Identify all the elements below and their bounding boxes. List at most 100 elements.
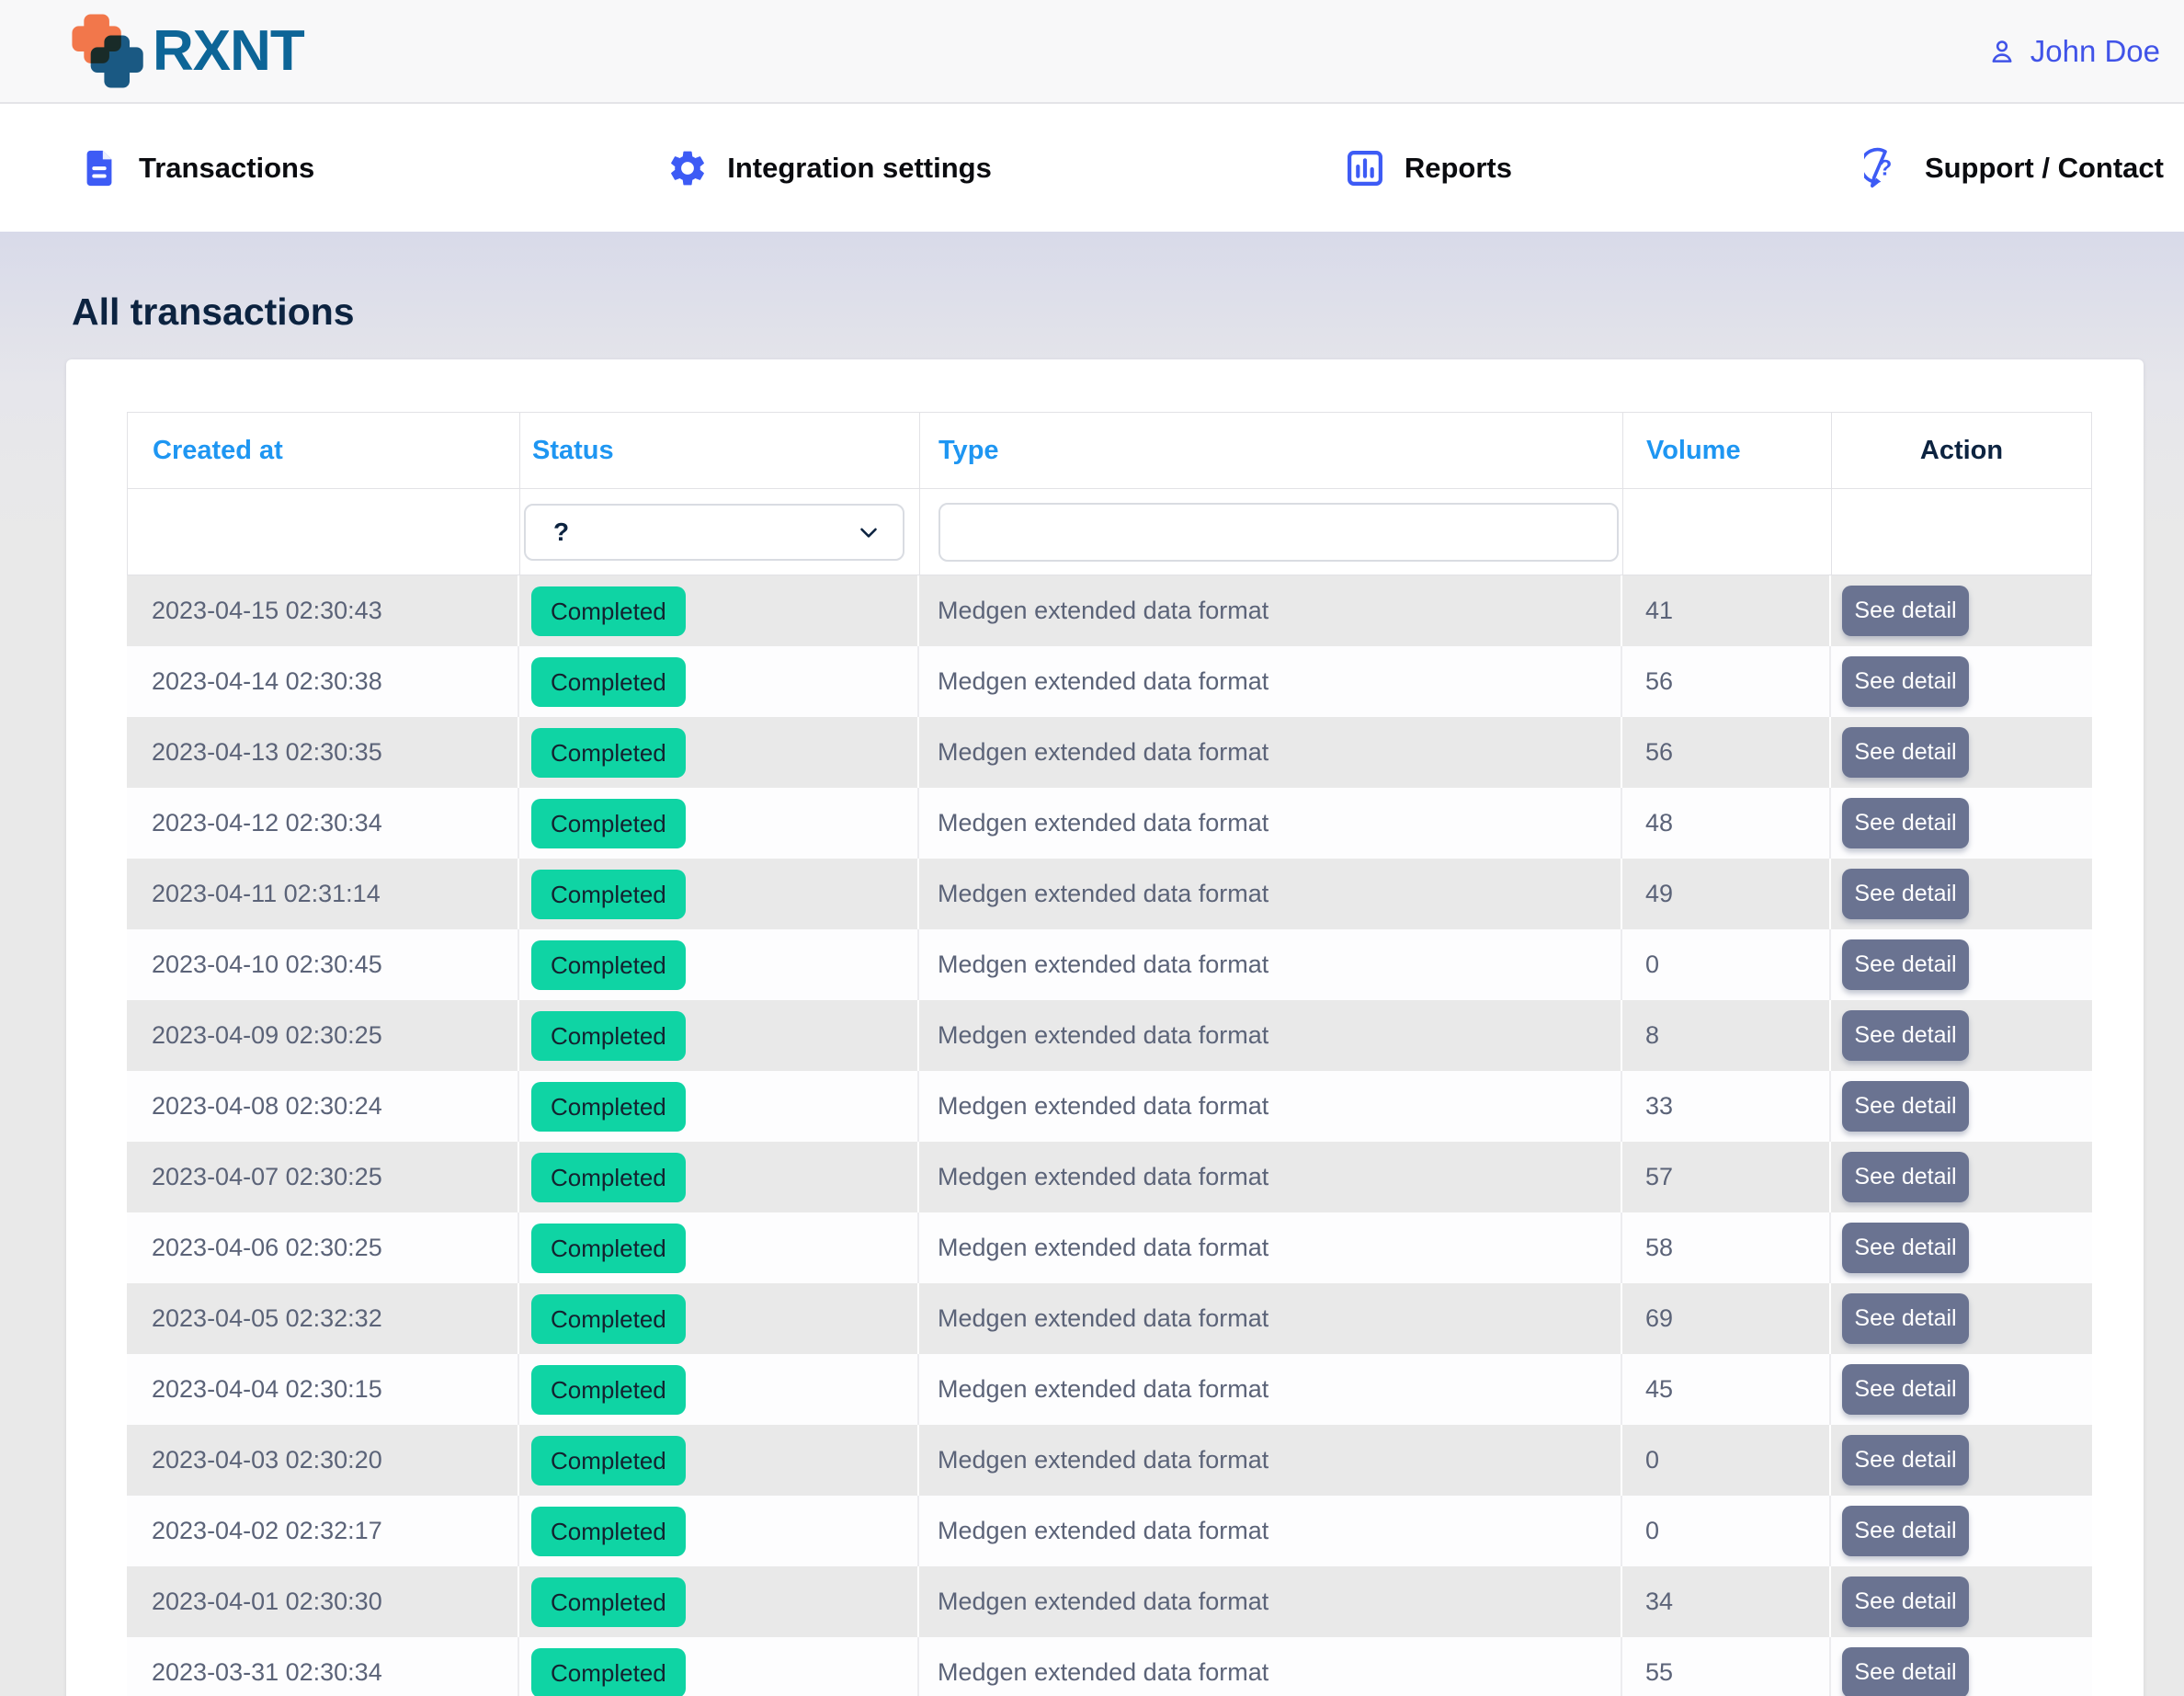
see-detail-button[interactable]: See detail [1842, 1010, 1969, 1061]
table-row: 2023-04-14 02:30:38 Completed Medgen ext… [127, 646, 2092, 717]
column-header-type[interactable]: Type [919, 412, 1622, 488]
see-detail-button[interactable]: See detail [1842, 727, 1969, 778]
see-detail-button[interactable]: See detail [1842, 1647, 1969, 1696]
status-filter-select[interactable]: ? [524, 504, 904, 561]
volume-cell: 0 [1622, 929, 1831, 1000]
nav-item-support-contact[interactable]: ? Support / Contact [1864, 147, 2164, 189]
column-header-volume[interactable]: Volume [1622, 412, 1831, 488]
nav-label: Reports [1405, 152, 1512, 185]
see-detail-button[interactable]: See detail [1842, 939, 1969, 990]
column-header-status[interactable]: Status [519, 412, 919, 488]
nav-item-transactions[interactable]: Transactions [78, 147, 314, 189]
table-row: 2023-04-11 02:31:14 Completed Medgen ext… [127, 859, 2092, 929]
created-at-cell: 2023-04-03 02:30:20 [127, 1425, 519, 1496]
table-row: 2023-04-15 02:30:43 Completed Medgen ext… [127, 575, 2092, 646]
see-detail-button[interactable]: See detail [1842, 1223, 1969, 1273]
status-badge: Completed [531, 1365, 686, 1415]
status-badge: Completed [531, 1153, 686, 1202]
status-badge: Completed [531, 870, 686, 919]
table-row: 2023-04-02 02:32:17 Completed Medgen ext… [127, 1496, 2092, 1566]
status-badge: Completed [531, 1224, 686, 1273]
transactions-tbody: 2023-04-15 02:30:43 Completed Medgen ext… [127, 575, 2092, 1696]
action-cell: See detail [1831, 646, 2092, 717]
type-filter-input[interactable] [938, 503, 1619, 562]
volume-cell: 45 [1622, 1354, 1831, 1425]
see-detail-button[interactable]: See detail [1842, 869, 1969, 919]
table-filter-row: ? [127, 488, 2092, 575]
volume-cell: 41 [1622, 575, 1831, 646]
user-menu[interactable]: John Doe [1986, 34, 2160, 69]
see-detail-button[interactable]: See detail [1842, 798, 1969, 848]
gear-icon [666, 147, 709, 189]
action-cell: See detail [1831, 717, 2092, 788]
action-cell: See detail [1831, 1496, 2092, 1566]
see-detail-button[interactable]: See detail [1842, 1081, 1969, 1132]
status-badge: Completed [531, 1082, 686, 1132]
status-filter-value: ? [553, 518, 569, 547]
see-detail-button[interactable]: See detail [1842, 1576, 1969, 1627]
table-row: 2023-04-01 02:30:30 Completed Medgen ext… [127, 1566, 2092, 1637]
volume-cell: 0 [1622, 1496, 1831, 1566]
table-row: 2023-04-06 02:30:25 Completed Medgen ext… [127, 1212, 2092, 1283]
created-at-cell: 2023-04-07 02:30:25 [127, 1142, 519, 1212]
status-cell: Completed [519, 646, 919, 717]
table-row: 2023-03-31 02:30:34 Completed Medgen ext… [127, 1637, 2092, 1696]
see-detail-button[interactable]: See detail [1842, 1152, 1969, 1202]
nav-item-reports[interactable]: Reports [1344, 147, 1512, 189]
volume-cell: 55 [1622, 1637, 1831, 1696]
created-at-cell: 2023-04-08 02:30:24 [127, 1071, 519, 1142]
page-content: All transactions Created at Status Type … [0, 232, 2184, 1696]
created-at-cell: 2023-04-11 02:31:14 [127, 859, 519, 929]
table-row: 2023-04-05 02:32:32 Completed Medgen ext… [127, 1283, 2092, 1354]
created-at-cell: 2023-04-02 02:32:17 [127, 1496, 519, 1566]
type-cell: Medgen extended data format [919, 717, 1622, 788]
nav-item-integration-settings[interactable]: Integration settings [666, 147, 992, 189]
created-at-cell: 2023-04-09 02:30:25 [127, 1000, 519, 1071]
created-at-cell: 2023-04-04 02:30:15 [127, 1354, 519, 1425]
action-cell: See detail [1831, 1000, 2092, 1071]
transactions-table: Created at Status Type Volume Action ? [127, 412, 2092, 1696]
status-cell: Completed [519, 1566, 919, 1637]
action-cell: See detail [1831, 1142, 2092, 1212]
created-at-cell: 2023-04-12 02:30:34 [127, 788, 519, 859]
table-row: 2023-04-09 02:30:25 Completed Medgen ext… [127, 1000, 2092, 1071]
column-header-action: Action [1831, 412, 2092, 488]
volume-cell: 8 [1622, 1000, 1831, 1071]
see-detail-button[interactable]: See detail [1842, 1506, 1969, 1556]
created-at-cell: 2023-04-01 02:30:30 [127, 1566, 519, 1637]
rxnt-logo[interactable]: RXNT [66, 9, 304, 94]
status-badge: Completed [531, 1011, 686, 1061]
see-detail-button[interactable]: See detail [1842, 1293, 1969, 1344]
created-at-cell: 2023-03-31 02:30:34 [127, 1637, 519, 1696]
type-cell: Medgen extended data format [919, 646, 1622, 717]
action-cell: See detail [1831, 1212, 2092, 1283]
column-header-created-at[interactable]: Created at [127, 412, 519, 488]
type-cell: Medgen extended data format [919, 929, 1622, 1000]
status-badge: Completed [531, 1648, 686, 1696]
status-cell: Completed [519, 1425, 919, 1496]
created-at-cell: 2023-04-14 02:30:38 [127, 646, 519, 717]
type-cell: Medgen extended data format [919, 859, 1622, 929]
status-badge: Completed [531, 657, 686, 707]
type-cell: Medgen extended data format [919, 1496, 1622, 1566]
volume-cell: 48 [1622, 788, 1831, 859]
created-at-cell: 2023-04-10 02:30:45 [127, 929, 519, 1000]
type-cell: Medgen extended data format [919, 1425, 1622, 1496]
see-detail-button[interactable]: See detail [1842, 656, 1969, 707]
action-cell: See detail [1831, 1071, 2092, 1142]
see-detail-button[interactable]: See detail [1842, 1364, 1969, 1415]
volume-cell: 34 [1622, 1566, 1831, 1637]
volume-cell: 58 [1622, 1212, 1831, 1283]
created-at-cell: 2023-04-05 02:32:32 [127, 1283, 519, 1354]
svg-text:?: ? [1879, 155, 1893, 180]
see-detail-button[interactable]: See detail [1842, 1435, 1969, 1485]
help-bubble-icon: ? [1864, 147, 1906, 189]
status-badge: Completed [531, 1577, 686, 1627]
action-cell: See detail [1831, 788, 2092, 859]
status-cell: Completed [519, 788, 919, 859]
see-detail-button[interactable]: See detail [1842, 586, 1969, 636]
type-cell: Medgen extended data format [919, 1142, 1622, 1212]
action-cell: See detail [1831, 1354, 2092, 1425]
created-at-cell: 2023-04-15 02:30:43 [127, 575, 519, 646]
volume-cell: 69 [1622, 1283, 1831, 1354]
